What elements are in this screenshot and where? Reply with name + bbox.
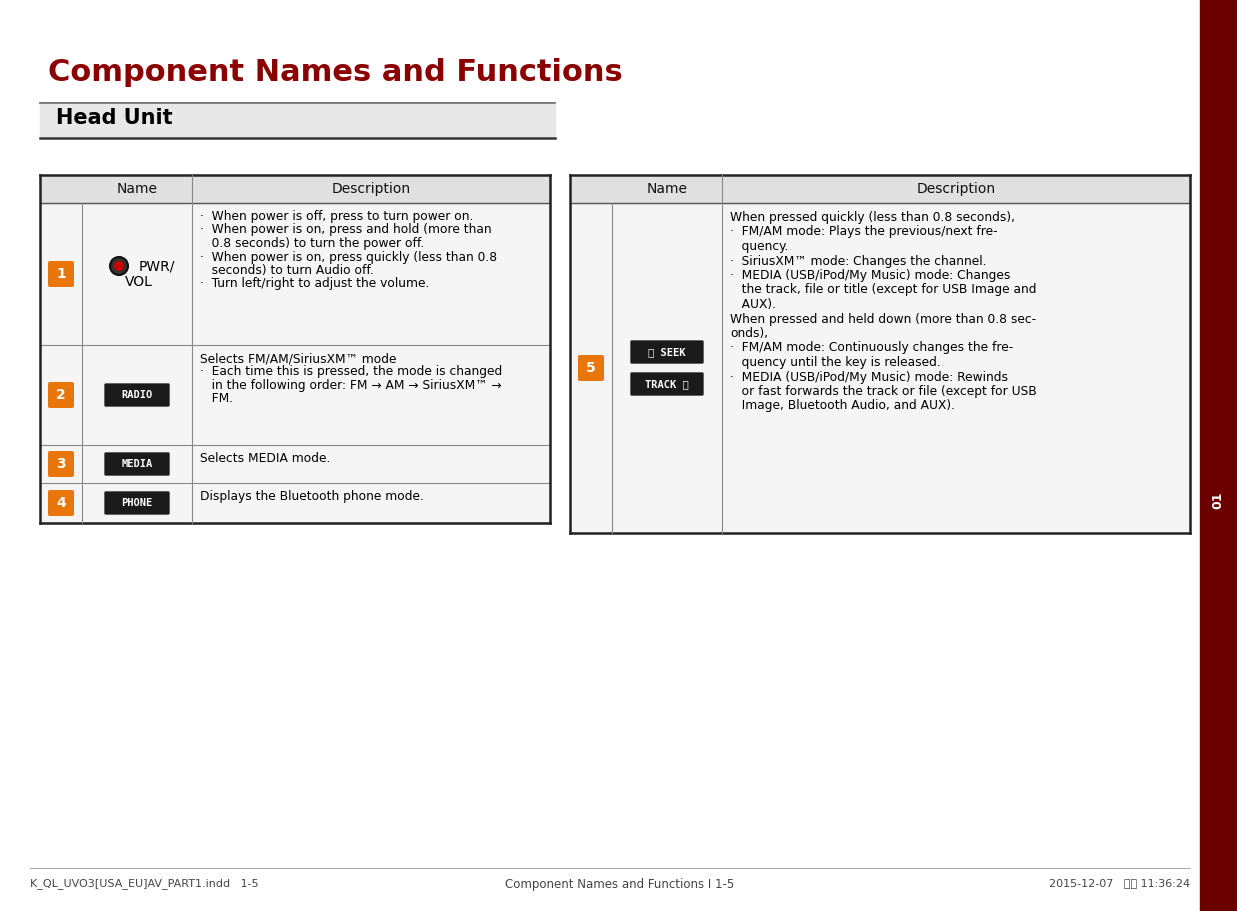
Text: Image, Bluetooth Audio, and AUX).: Image, Bluetooth Audio, and AUX). xyxy=(730,400,955,413)
Text: ·  MEDIA (USB/iPod/My Music) mode: Rewinds: · MEDIA (USB/iPod/My Music) mode: Rewind… xyxy=(730,371,1008,384)
Text: quency.: quency. xyxy=(730,240,788,253)
Text: ·  FM/AM mode: Continuously changes the fre-: · FM/AM mode: Continuously changes the f… xyxy=(730,342,1013,354)
FancyBboxPatch shape xyxy=(104,492,169,515)
Text: 5: 5 xyxy=(586,361,596,375)
Text: TRACK ˄: TRACK ˄ xyxy=(646,379,689,389)
Bar xyxy=(1200,0,1237,911)
Text: Selects MEDIA mode.: Selects MEDIA mode. xyxy=(200,452,330,465)
Text: Head Unit: Head Unit xyxy=(56,108,173,128)
Text: PWR/: PWR/ xyxy=(139,259,176,273)
Bar xyxy=(40,345,550,445)
Text: Name: Name xyxy=(116,182,157,196)
Text: ·  When power is off, press to turn power on.: · When power is off, press to turn power… xyxy=(200,210,474,223)
Text: ·  Each time this is pressed, the mode is changed: · Each time this is pressed, the mode is… xyxy=(200,365,502,378)
Text: Selects FM/AM/SiriusXM™ mode: Selects FM/AM/SiriusXM™ mode xyxy=(200,352,397,365)
Circle shape xyxy=(114,261,124,271)
Text: ·  Turn left/right to adjust the volume.: · Turn left/right to adjust the volume. xyxy=(200,278,429,291)
Text: or fast forwards the track or file (except for USB: or fast forwards the track or file (exce… xyxy=(730,385,1037,398)
Text: Name: Name xyxy=(647,182,688,196)
Text: seconds) to turn Audio off.: seconds) to turn Audio off. xyxy=(200,264,374,277)
FancyBboxPatch shape xyxy=(48,451,74,477)
Text: 2: 2 xyxy=(56,388,66,402)
Text: When pressed and held down (more than 0.8 sec-: When pressed and held down (more than 0.… xyxy=(730,312,1037,325)
FancyBboxPatch shape xyxy=(48,261,74,287)
Bar xyxy=(40,483,550,523)
Text: AUX).: AUX). xyxy=(730,298,776,311)
Bar xyxy=(40,175,550,203)
Text: 0.8 seconds) to turn the power off.: 0.8 seconds) to turn the power off. xyxy=(200,237,424,250)
Text: Component Names and Functions I 1-5: Component Names and Functions I 1-5 xyxy=(506,878,735,891)
FancyBboxPatch shape xyxy=(48,490,74,516)
Bar xyxy=(40,203,550,345)
FancyBboxPatch shape xyxy=(104,384,169,406)
Text: ·  MEDIA (USB/iPod/My Music) mode: Changes: · MEDIA (USB/iPod/My Music) mode: Change… xyxy=(730,269,1011,282)
Text: 2015-12-07   오전 11:36:24: 2015-12-07 오전 11:36:24 xyxy=(1049,878,1190,888)
Text: 01: 01 xyxy=(1211,491,1225,508)
FancyBboxPatch shape xyxy=(48,382,74,408)
Text: ·  SiriusXM™ mode: Changes the channel.: · SiriusXM™ mode: Changes the channel. xyxy=(730,254,986,268)
Bar xyxy=(570,203,1190,533)
Text: 3: 3 xyxy=(56,457,66,471)
Text: onds),: onds), xyxy=(730,327,768,340)
Text: PHONE: PHONE xyxy=(121,498,152,508)
Bar xyxy=(40,445,550,483)
Circle shape xyxy=(110,257,127,275)
Text: in the following order: FM → AM → SiriusXM™ →: in the following order: FM → AM → Sirius… xyxy=(200,379,502,392)
Text: When pressed quickly (less than 0.8 seconds),: When pressed quickly (less than 0.8 seco… xyxy=(730,211,1016,224)
Text: Displays the Bluetooth phone mode.: Displays the Bluetooth phone mode. xyxy=(200,490,424,503)
Text: the track, file or title (except for USB Image and: the track, file or title (except for USB… xyxy=(730,283,1037,296)
Text: 4: 4 xyxy=(56,496,66,510)
FancyBboxPatch shape xyxy=(631,341,704,363)
Text: Component Names and Functions: Component Names and Functions xyxy=(48,58,622,87)
FancyBboxPatch shape xyxy=(578,355,604,381)
Text: RADIO: RADIO xyxy=(121,390,152,400)
Text: quency until the key is released.: quency until the key is released. xyxy=(730,356,941,369)
FancyBboxPatch shape xyxy=(631,373,704,395)
Text: 1: 1 xyxy=(56,267,66,281)
Text: FM.: FM. xyxy=(200,393,233,405)
Text: ˅ SEEK: ˅ SEEK xyxy=(648,347,685,357)
Bar xyxy=(40,104,555,136)
Text: VOL: VOL xyxy=(125,275,153,289)
Text: Description: Description xyxy=(917,182,996,196)
Text: Description: Description xyxy=(332,182,411,196)
Text: MEDIA: MEDIA xyxy=(121,459,152,469)
FancyBboxPatch shape xyxy=(104,453,169,476)
Text: ·  When power is on, press and hold (more than: · When power is on, press and hold (more… xyxy=(200,223,491,237)
Text: ·  FM/AM mode: Plays the previous/next fre-: · FM/AM mode: Plays the previous/next fr… xyxy=(730,226,997,239)
Bar xyxy=(570,175,1190,203)
Text: K_QL_UVO3[USA_EU]AV_PART1.indd   1-5: K_QL_UVO3[USA_EU]AV_PART1.indd 1-5 xyxy=(30,878,259,889)
Text: ·  When power is on, press quickly (less than 0.8: · When power is on, press quickly (less … xyxy=(200,251,497,263)
